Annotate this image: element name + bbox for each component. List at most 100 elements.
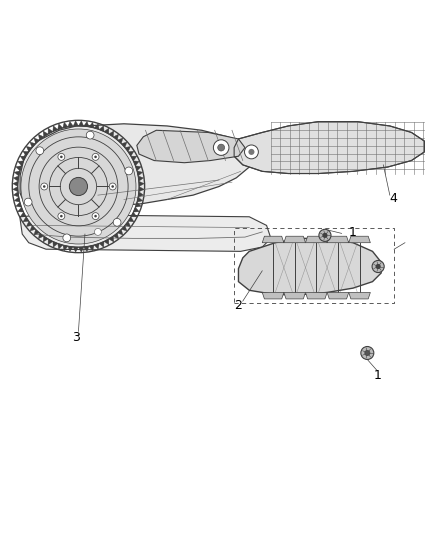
Polygon shape	[68, 246, 73, 252]
Polygon shape	[128, 151, 134, 156]
Circle shape	[248, 149, 254, 155]
Polygon shape	[139, 181, 144, 187]
Polygon shape	[84, 122, 89, 127]
Polygon shape	[327, 236, 349, 243]
Circle shape	[361, 346, 374, 359]
Circle shape	[372, 261, 384, 272]
Polygon shape	[133, 207, 139, 212]
Circle shape	[24, 198, 32, 206]
Circle shape	[41, 183, 48, 190]
Circle shape	[213, 140, 229, 155]
Circle shape	[375, 264, 381, 269]
Polygon shape	[13, 181, 18, 187]
Circle shape	[319, 229, 331, 241]
Circle shape	[60, 215, 63, 217]
Polygon shape	[68, 122, 73, 127]
Polygon shape	[137, 171, 143, 176]
Circle shape	[63, 234, 71, 242]
Polygon shape	[20, 124, 254, 207]
Polygon shape	[131, 212, 137, 217]
Text: 1: 1	[349, 227, 357, 239]
Polygon shape	[26, 221, 32, 227]
Circle shape	[218, 144, 225, 151]
Circle shape	[60, 156, 63, 158]
Polygon shape	[238, 238, 381, 295]
Polygon shape	[30, 225, 35, 231]
Polygon shape	[113, 233, 118, 239]
Polygon shape	[128, 217, 134, 222]
Text: 3: 3	[72, 332, 80, 344]
Circle shape	[21, 129, 136, 244]
Circle shape	[109, 183, 116, 190]
Text: 2: 2	[234, 299, 242, 312]
Circle shape	[92, 213, 99, 220]
Circle shape	[36, 147, 44, 155]
Polygon shape	[78, 121, 84, 126]
Polygon shape	[39, 233, 44, 239]
Polygon shape	[63, 123, 68, 128]
Polygon shape	[43, 236, 48, 242]
Circle shape	[69, 177, 88, 196]
Polygon shape	[284, 236, 305, 243]
Polygon shape	[139, 187, 144, 192]
Polygon shape	[39, 134, 44, 140]
Polygon shape	[26, 147, 32, 152]
Polygon shape	[133, 161, 139, 166]
Polygon shape	[327, 293, 349, 299]
Polygon shape	[13, 192, 19, 197]
Polygon shape	[23, 217, 29, 222]
Polygon shape	[234, 122, 424, 174]
Polygon shape	[20, 156, 26, 161]
Polygon shape	[94, 244, 99, 249]
Polygon shape	[117, 138, 123, 144]
Circle shape	[244, 145, 258, 159]
Polygon shape	[305, 293, 327, 299]
Polygon shape	[20, 215, 271, 252]
Circle shape	[43, 185, 46, 188]
Circle shape	[92, 154, 99, 160]
Polygon shape	[34, 138, 39, 144]
Polygon shape	[125, 221, 131, 227]
Polygon shape	[94, 124, 99, 130]
Polygon shape	[138, 192, 144, 197]
Polygon shape	[14, 171, 20, 176]
Circle shape	[95, 229, 101, 236]
Polygon shape	[121, 142, 127, 148]
Polygon shape	[284, 293, 305, 299]
Polygon shape	[89, 123, 94, 128]
Polygon shape	[53, 126, 58, 132]
Polygon shape	[18, 207, 24, 212]
Polygon shape	[63, 245, 68, 251]
Polygon shape	[109, 236, 114, 242]
Circle shape	[94, 215, 97, 217]
Circle shape	[58, 213, 65, 220]
Circle shape	[58, 154, 65, 160]
Polygon shape	[78, 247, 84, 252]
Polygon shape	[20, 212, 26, 217]
Text: 4: 4	[390, 192, 398, 205]
Polygon shape	[137, 130, 245, 163]
Circle shape	[94, 156, 97, 158]
Polygon shape	[104, 128, 109, 134]
Polygon shape	[262, 236, 284, 243]
Polygon shape	[135, 202, 141, 207]
Polygon shape	[131, 156, 137, 161]
Circle shape	[113, 219, 121, 226]
Polygon shape	[16, 202, 21, 207]
Polygon shape	[349, 236, 371, 243]
Circle shape	[86, 131, 94, 139]
Polygon shape	[58, 124, 63, 130]
Polygon shape	[113, 134, 118, 140]
Polygon shape	[84, 246, 89, 252]
Polygon shape	[89, 245, 94, 251]
Polygon shape	[53, 241, 58, 247]
Polygon shape	[117, 229, 123, 235]
Polygon shape	[135, 166, 141, 171]
Polygon shape	[305, 236, 327, 243]
Polygon shape	[99, 126, 104, 132]
Polygon shape	[58, 244, 63, 249]
Polygon shape	[73, 121, 78, 126]
Polygon shape	[121, 225, 127, 231]
Circle shape	[364, 350, 371, 356]
Polygon shape	[104, 239, 109, 245]
